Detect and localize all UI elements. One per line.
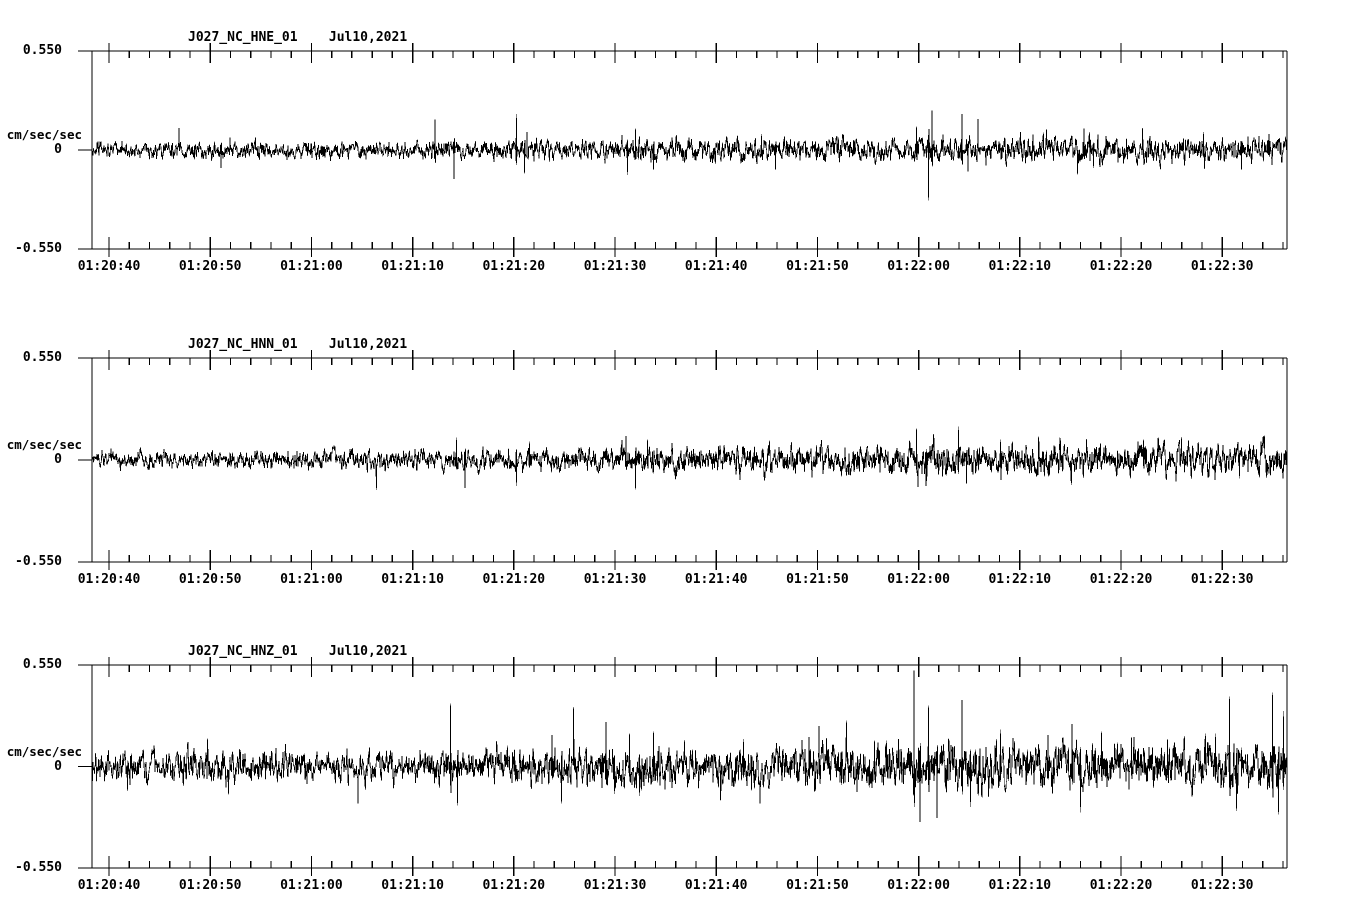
y-axis-unit-label: cm/sec/sec [6,437,82,452]
y-tick-label-max: 0.550 [22,350,62,365]
panel-title: J027_NC_HNN_01 Jul10,2021 [188,337,408,352]
x-tick-label: 01:22:30 [1190,259,1254,274]
x-tick-label: 01:21:20 [482,878,546,893]
y-tick-label-zero: 0 [54,142,62,157]
y-tick-label-min: -0.550 [15,554,62,569]
axis-ticks [78,43,1284,257]
axis-ticks [78,657,1284,876]
y-axis-unit-label: cm/sec/sec [6,743,82,759]
x-tick-label: 01:21:30 [583,878,647,893]
x-tick-label: 01:21:10 [381,259,444,274]
x-tick-label: 01:21:20 [482,572,546,587]
x-tick-label: 01:20:40 [77,878,141,893]
x-tick-label: 01:20:50 [178,572,242,587]
x-tick-label: 01:21:00 [280,572,343,587]
x-tick-label: 01:22:00 [887,878,950,893]
plot-frame [91,50,1288,250]
x-tick-label: 01:22:20 [1089,572,1153,587]
x-tick-label: 01:21:30 [583,259,647,274]
x-tick-label: 01:20:40 [77,572,141,587]
x-tick-label: 01:22:00 [887,259,950,274]
x-tick-label: 01:21:50 [786,878,849,893]
panel-title: J027_NC_HNZ_01 Jul10,2021 [188,644,408,659]
y-tick-label-zero: 0 [54,758,62,774]
y-tick-label-max: 0.550 [22,657,62,672]
x-tick-label: 01:21:40 [684,878,748,893]
y-tick-label-min: -0.550 [15,860,62,875]
panel-title: J027_NC_HNE_01 Jul10,2021 [188,30,408,45]
x-tick-label: 01:21:50 [786,572,849,587]
y-tick-label-min: -0.550 [15,241,62,256]
x-tick-label: 01:22:30 [1190,572,1254,587]
x-tick-label: 01:21:40 [684,572,748,587]
x-tick-label: 01:22:30 [1190,878,1254,893]
x-tick-label: 01:22:20 [1089,259,1153,274]
waveform-trace [91,426,1288,490]
x-tick-label: 01:21:20 [482,259,546,274]
axis-ticks [78,350,1284,570]
x-tick-label: 01:22:00 [887,572,950,587]
x-tick-label: 01:22:20 [1089,878,1153,893]
plot-frame [91,357,1288,563]
x-tick-label: 01:21:10 [381,572,444,587]
y-tick-label-max: 0.550 [22,43,62,58]
x-tick-label: 01:21:10 [381,878,444,893]
x-tick-label: 01:21:50 [786,259,849,274]
plot-frame [91,664,1288,869]
x-tick-label: 01:22:10 [988,572,1052,587]
y-tick-label-zero: 0 [54,452,62,467]
x-tick-label: 01:20:50 [178,878,242,893]
x-tick-label: 01:21:00 [280,878,343,893]
waveform-trace [91,110,1288,201]
waveform-trace [91,670,1288,822]
x-tick-label: 01:22:10 [988,878,1052,893]
x-tick-label: 01:22:10 [988,259,1052,274]
y-axis-unit-label: cm/sec/sec [6,127,82,142]
x-tick-label: 01:20:40 [77,259,141,274]
x-tick-label: 01:21:30 [583,572,647,587]
x-tick-label: 01:21:40 [684,259,748,274]
x-tick-label: 01:21:00 [280,259,343,274]
x-tick-label: 01:20:50 [178,259,242,274]
